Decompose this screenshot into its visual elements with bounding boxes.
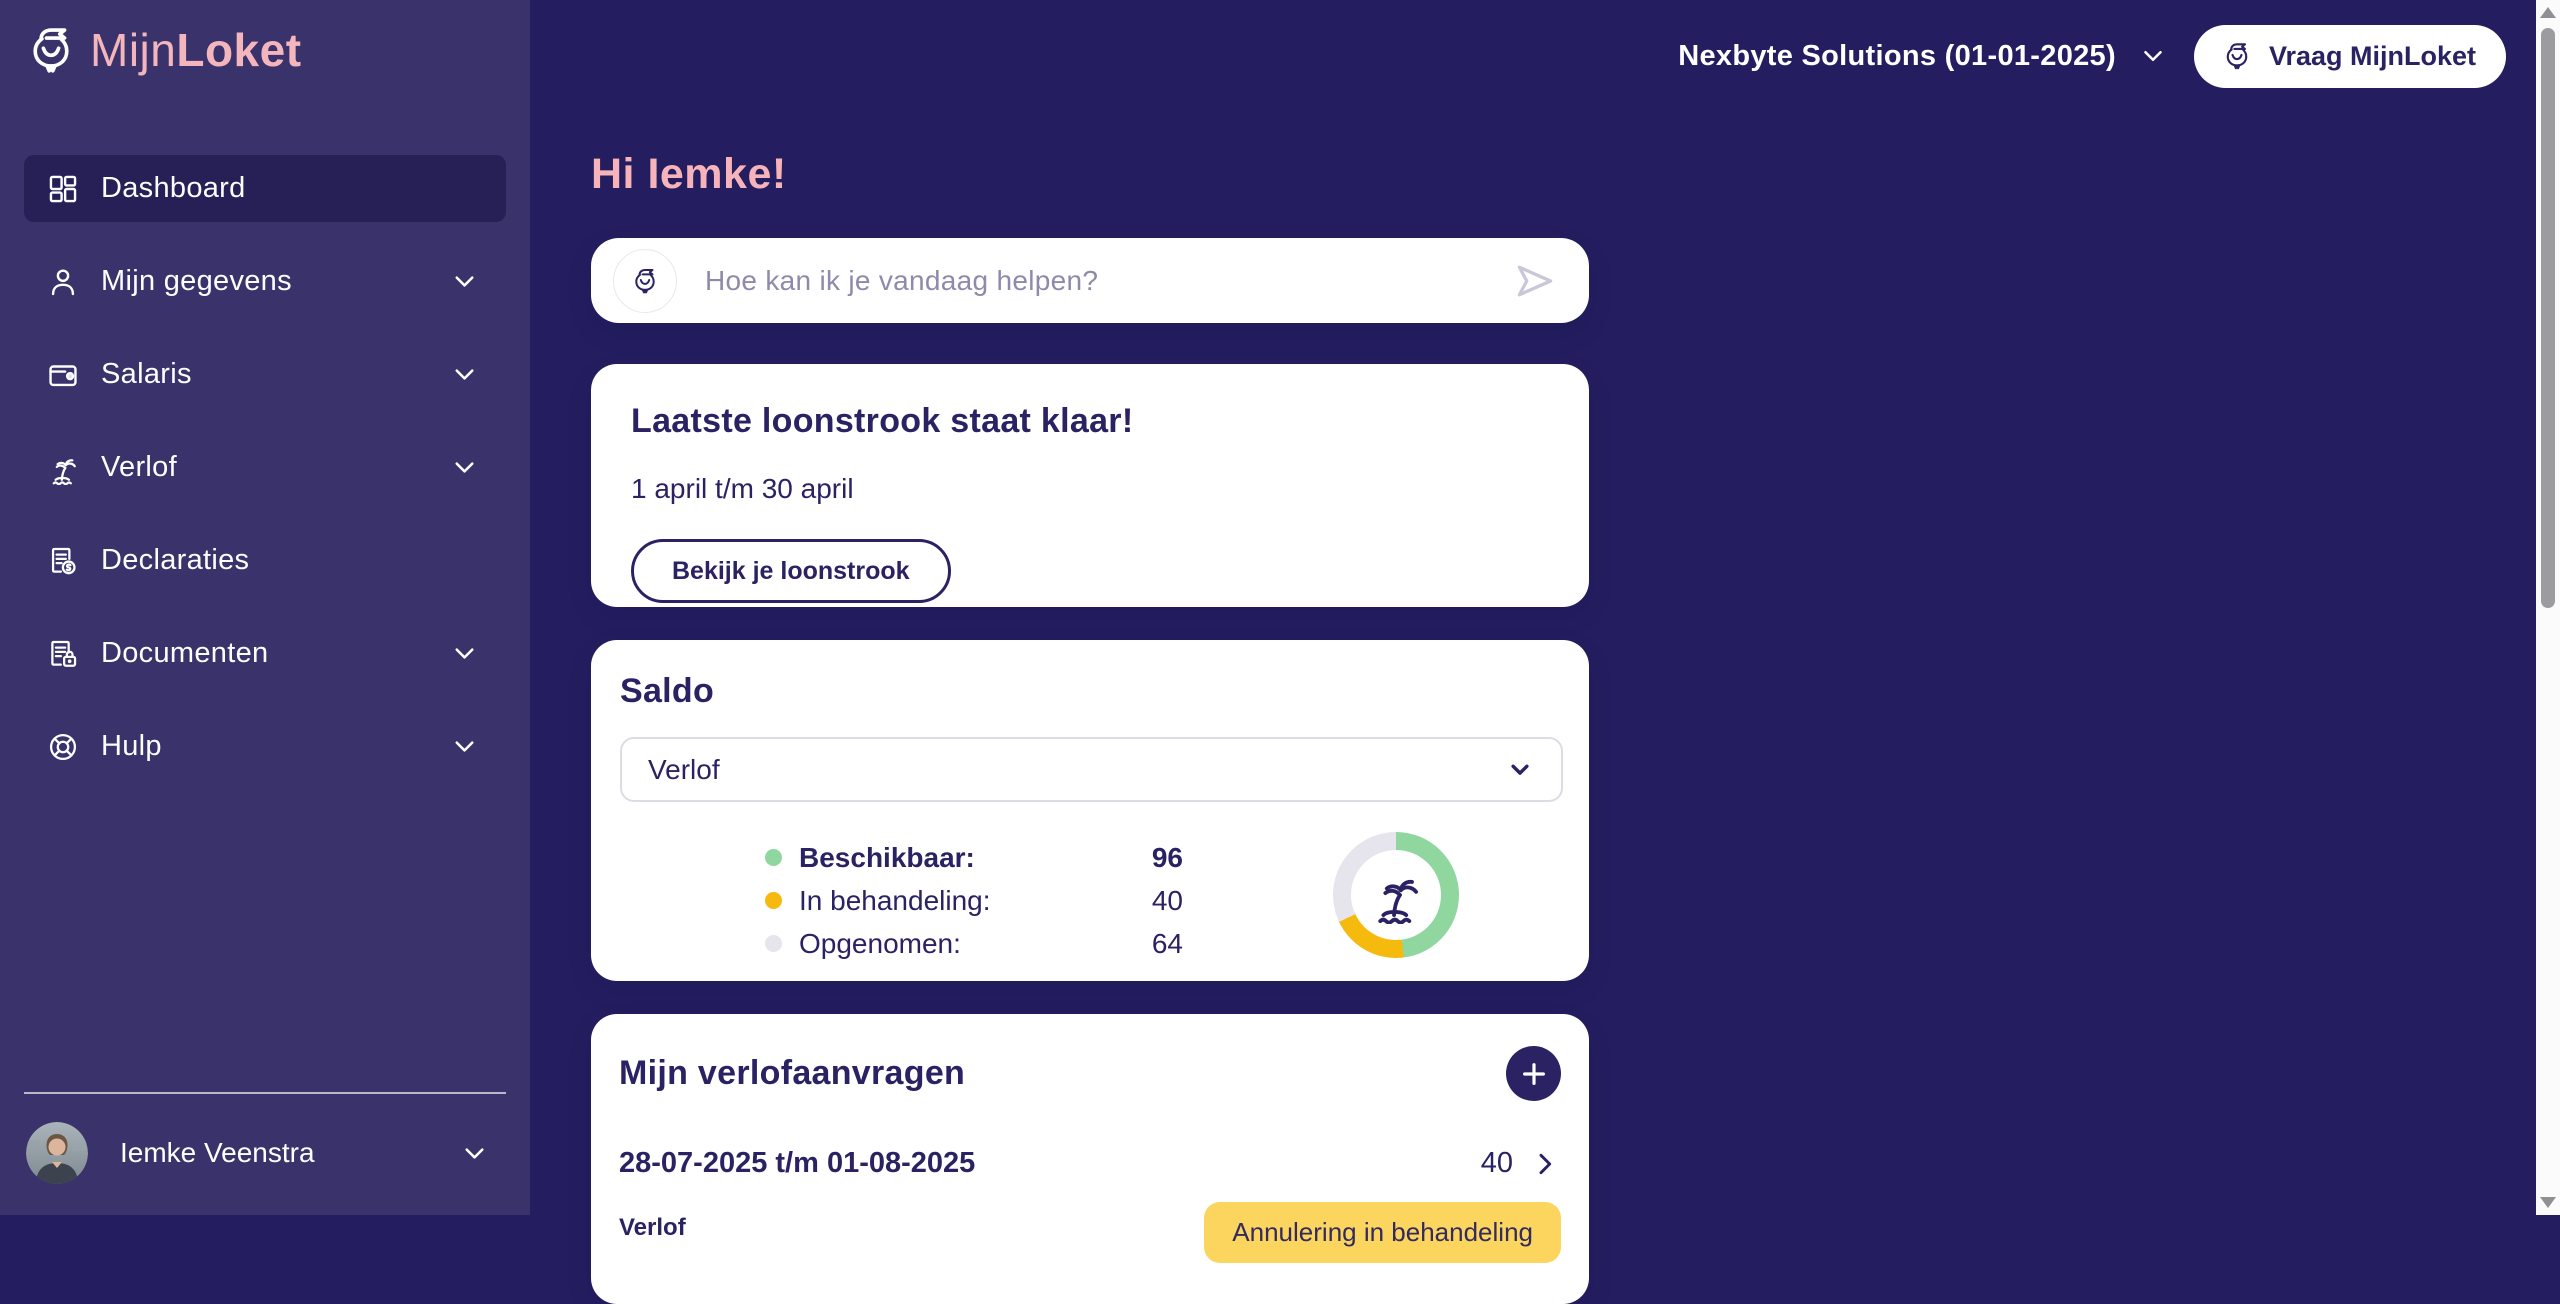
greeting: Hi Iemke! bbox=[591, 150, 787, 198]
avatar bbox=[26, 1122, 88, 1184]
scrollbar bbox=[2536, 0, 2560, 1215]
chevron-down-icon bbox=[449, 731, 480, 762]
chevron-down-icon bbox=[449, 638, 480, 669]
add-leave-request-button[interactable] bbox=[1506, 1046, 1561, 1101]
chevron-down-icon bbox=[459, 1138, 490, 1169]
chevron-down-icon bbox=[449, 359, 480, 390]
person-icon bbox=[46, 265, 80, 299]
scrollbar-down-arrow[interactable] bbox=[2540, 1197, 2556, 1208]
document-coin-icon bbox=[46, 544, 80, 578]
legend-value: 40 bbox=[1151, 884, 1183, 916]
legend-row-opgenomen: Opgenomen: 64 bbox=[765, 922, 1183, 965]
send-icon[interactable] bbox=[1513, 259, 1557, 303]
saldo-donut-chart bbox=[1333, 832, 1459, 958]
sidebar-item-salaris[interactable]: Salaris bbox=[24, 341, 506, 408]
chevron-down-icon bbox=[449, 266, 480, 297]
leave-request-row[interactable]: 28-07-2025 t/m 01-08-2025 40 bbox=[619, 1147, 1561, 1180]
vraag-mijnloket-label: Vraag MijnLoket bbox=[2268, 40, 2476, 71]
saldo-legend: Beschikbaar: 96 In behandeling: 40 Opgen… bbox=[765, 836, 1183, 965]
sidebar-item-mijn-gegevens[interactable]: Mijn gegevens bbox=[24, 248, 506, 315]
view-payslip-button[interactable]: Bekijk je loonstrook bbox=[631, 539, 951, 603]
payslip-period: 1 april t/m 30 april bbox=[631, 473, 854, 504]
leave-card-title: Mijn verlofaanvragen bbox=[619, 1054, 966, 1092]
assistant-bar bbox=[591, 238, 1589, 323]
company-name: Nexbyte Solutions (01-01-2025) bbox=[1678, 39, 2116, 72]
mascot-badge bbox=[613, 248, 677, 313]
palm-island-icon bbox=[46, 451, 80, 485]
dashboard-content: Hi Iemke! Laatste loonstrook staat klaar… bbox=[591, 0, 1589, 1304]
palm-island-icon bbox=[1367, 866, 1425, 924]
vraag-mijnloket-button[interactable]: Vraag MijnLoket bbox=[2193, 24, 2506, 88]
wallet-icon bbox=[46, 358, 80, 392]
chevron-down-icon bbox=[449, 452, 480, 483]
leave-request-hours: 40 bbox=[1480, 1147, 1513, 1179]
saldo-card-title: Saldo bbox=[620, 672, 715, 710]
sidebar-item-declaraties[interactable]: Declaraties bbox=[24, 527, 506, 594]
sidebar-item-label: Hulp bbox=[101, 730, 162, 762]
sidebar-item-label: Mijn gegevens bbox=[101, 265, 292, 297]
sidebar-item-label: Declaraties bbox=[101, 544, 250, 576]
assistant-input[interactable] bbox=[705, 264, 1513, 297]
saldo-donut-center bbox=[1351, 850, 1441, 940]
mascot-icon bbox=[2220, 35, 2254, 77]
legend-label: Opgenomen: bbox=[799, 927, 961, 959]
legend-dot-available bbox=[765, 849, 782, 866]
saldo-type-selected: Verlof bbox=[648, 753, 720, 785]
leave-request-period: 28-07-2025 t/m 01-08-2025 bbox=[619, 1147, 976, 1179]
legend-value: 96 bbox=[1151, 841, 1183, 873]
dashboard-icon bbox=[46, 172, 80, 206]
app-logo-text: MijnLoket bbox=[90, 24, 302, 76]
legend-dot-pending bbox=[765, 892, 782, 909]
sidebar-item-label: Documenten bbox=[101, 637, 269, 669]
chevron-down-icon bbox=[2138, 41, 2168, 71]
sidebar-item-dashboard[interactable]: Dashboard bbox=[24, 155, 506, 222]
lifebuoy-icon bbox=[46, 730, 80, 764]
legend-label: In behandeling: bbox=[799, 884, 991, 916]
app-logo[interactable]: MijnLoket bbox=[22, 14, 302, 86]
saldo-body: Beschikbaar: 96 In behandeling: 40 Opgen… bbox=[620, 832, 1563, 965]
company-selector[interactable]: Nexbyte Solutions (01-01-2025) bbox=[1678, 40, 2168, 73]
document-lock-icon bbox=[46, 637, 80, 671]
leave-request-type: Verlof bbox=[619, 1214, 686, 1241]
legend-label: Beschikbaar: bbox=[799, 841, 975, 873]
user-menu[interactable]: Iemke Veenstra bbox=[26, 1120, 506, 1186]
chevron-right-icon bbox=[1529, 1148, 1561, 1180]
sidebar-item-label: Dashboard bbox=[101, 172, 246, 204]
mascot-icon bbox=[629, 261, 661, 301]
sidebar-item-hulp[interactable]: Hulp bbox=[24, 713, 506, 780]
legend-row-beschikbaar: Beschikbaar: 96 bbox=[765, 836, 1183, 879]
payslip-card-title: Laatste loonstrook staat klaar! bbox=[631, 402, 1134, 440]
chevron-down-icon bbox=[1505, 755, 1535, 785]
legend-row-in-behandeling: In behandeling: 40 bbox=[765, 879, 1183, 922]
sidebar-item-label: Salaris bbox=[101, 358, 192, 390]
scrollbar-up-arrow[interactable] bbox=[2540, 7, 2556, 18]
sidebar-nav: Dashboard Mijn gegevens Salaris Verlof D… bbox=[24, 155, 506, 806]
leave-card-header: Mijn verlofaanvragen bbox=[619, 1046, 1561, 1101]
saldo-type-select[interactable]: Verlof bbox=[620, 737, 1563, 802]
user-name: Iemke Veenstra bbox=[120, 1137, 315, 1168]
sidebar-item-verlof[interactable]: Verlof bbox=[24, 434, 506, 501]
payslip-card: Laatste loonstrook staat klaar! 1 april … bbox=[591, 364, 1589, 607]
leave-requests-card: Mijn verlofaanvragen 28-07-2025 t/m 01-0… bbox=[591, 1014, 1589, 1304]
leave-status-row: Verlof Annulering in behandeling bbox=[619, 1202, 1561, 1263]
plus-icon bbox=[1518, 1058, 1550, 1090]
sidebar: MijnLoket Dashboard Mijn gegevens Salari… bbox=[0, 0, 530, 1215]
top-header: Nexbyte Solutions (01-01-2025) Vraag Mij… bbox=[530, 0, 2536, 112]
sidebar-divider bbox=[24, 1092, 506, 1094]
legend-value: 64 bbox=[1151, 927, 1183, 959]
status-badge: Annulering in behandeling bbox=[1204, 1202, 1561, 1263]
legend-dot-taken bbox=[765, 935, 782, 952]
scrollbar-thumb[interactable] bbox=[2541, 28, 2555, 608]
sidebar-item-label: Verlof bbox=[101, 451, 177, 483]
mascot-logo-icon bbox=[22, 14, 80, 86]
saldo-card: Saldo Verlof Beschikbaar: 96 In behandel… bbox=[591, 640, 1589, 981]
sidebar-item-documenten[interactable]: Documenten bbox=[24, 620, 506, 687]
